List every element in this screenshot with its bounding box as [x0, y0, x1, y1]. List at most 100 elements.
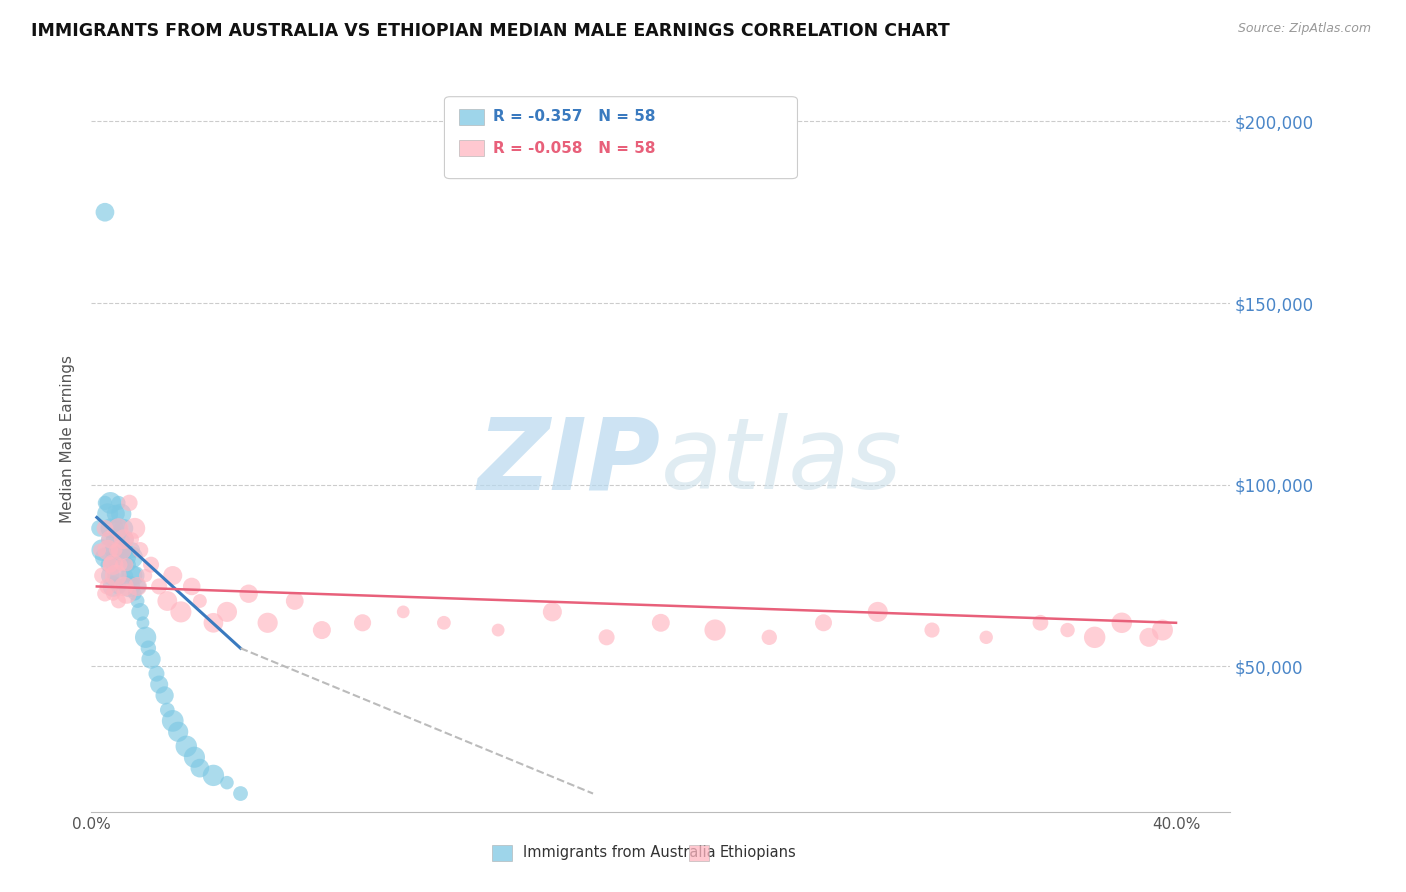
Point	[121, 543, 143, 558]
Point	[94, 587, 117, 601]
Point	[704, 623, 727, 637]
Point	[112, 558, 135, 572]
Point	[167, 724, 190, 739]
Point	[98, 496, 121, 510]
Point	[98, 533, 121, 547]
Point	[101, 558, 124, 572]
Point	[1152, 623, 1174, 637]
Point	[101, 579, 124, 593]
Point	[91, 543, 114, 558]
Point	[107, 579, 129, 593]
Point	[541, 605, 564, 619]
Point	[118, 558, 141, 572]
Point	[115, 550, 138, 565]
Point	[110, 558, 132, 572]
Point	[97, 533, 120, 547]
Bar	[492, 845, 512, 861]
Point	[162, 714, 184, 728]
Point	[256, 615, 278, 630]
Point	[110, 550, 132, 565]
Point	[183, 750, 205, 764]
Point	[1029, 615, 1052, 630]
Point	[174, 739, 197, 754]
Point	[352, 615, 374, 630]
Point	[110, 533, 132, 547]
Point	[98, 558, 121, 572]
Point	[98, 543, 121, 558]
Point	[153, 689, 176, 703]
Point	[1137, 630, 1160, 644]
Point	[129, 605, 152, 619]
Point	[595, 630, 617, 644]
Point	[215, 605, 238, 619]
Point	[202, 615, 225, 630]
Text: R = -0.058   N = 58: R = -0.058 N = 58	[494, 141, 657, 155]
Point	[104, 568, 127, 582]
Point	[118, 579, 141, 593]
Point	[98, 568, 121, 582]
Point	[311, 623, 333, 637]
Point	[433, 615, 456, 630]
Point	[156, 703, 179, 717]
Point	[921, 623, 943, 637]
Point	[188, 594, 211, 608]
Point	[107, 521, 129, 535]
Point	[392, 605, 415, 619]
Point	[1056, 623, 1078, 637]
Point	[97, 579, 120, 593]
Point	[104, 521, 127, 535]
Point	[104, 507, 127, 521]
Point	[94, 550, 117, 565]
Point	[101, 533, 124, 547]
Point	[1111, 615, 1133, 630]
Point	[94, 205, 117, 219]
Point	[97, 543, 120, 558]
Point	[107, 543, 129, 558]
Point	[139, 652, 162, 666]
Point	[127, 579, 149, 593]
Point	[112, 579, 135, 593]
Point	[118, 496, 141, 510]
Point	[89, 543, 111, 558]
Point	[115, 587, 138, 601]
Point	[238, 587, 260, 601]
Point	[115, 533, 138, 547]
Point	[97, 558, 120, 572]
Point	[124, 521, 146, 535]
Point	[974, 630, 997, 644]
Point	[98, 521, 121, 535]
Point	[135, 630, 157, 644]
Point	[202, 768, 225, 782]
Point	[121, 550, 143, 565]
Text: ZIP: ZIP	[478, 413, 661, 510]
Point	[148, 579, 170, 593]
Point	[170, 605, 193, 619]
Point	[97, 507, 120, 521]
Point	[112, 543, 135, 558]
Point	[135, 568, 157, 582]
Point	[148, 677, 170, 691]
Y-axis label: Median Male Earnings: Median Male Earnings	[60, 355, 76, 524]
Point	[139, 558, 162, 572]
Point	[866, 605, 889, 619]
Point	[188, 761, 211, 775]
Point	[180, 579, 202, 593]
Point	[112, 521, 135, 535]
Point	[107, 496, 129, 510]
Text: atlas: atlas	[661, 413, 903, 510]
Point	[104, 568, 127, 582]
Point	[124, 587, 146, 601]
Text: Immigrants from Australia: Immigrants from Australia	[523, 846, 716, 860]
Point	[229, 787, 252, 801]
Point	[650, 615, 672, 630]
Point	[127, 579, 149, 593]
Point	[101, 550, 124, 565]
Point	[94, 496, 117, 510]
Point	[91, 568, 114, 582]
Point	[486, 623, 509, 637]
Bar	[460, 109, 484, 125]
Point	[101, 587, 124, 601]
FancyBboxPatch shape	[444, 96, 797, 178]
Point	[284, 594, 307, 608]
Bar	[689, 845, 709, 861]
